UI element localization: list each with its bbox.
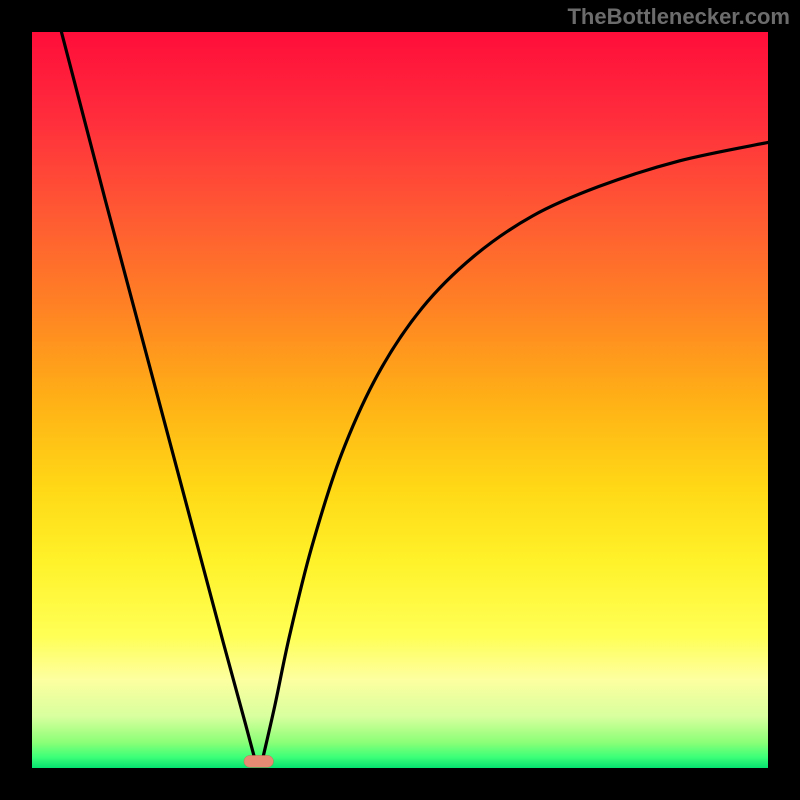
chart-svg: [0, 0, 800, 800]
plot-bg: [32, 32, 768, 768]
minimum-marker: [244, 755, 273, 767]
chart-stage: TheBottlenecker.com: [0, 0, 800, 800]
